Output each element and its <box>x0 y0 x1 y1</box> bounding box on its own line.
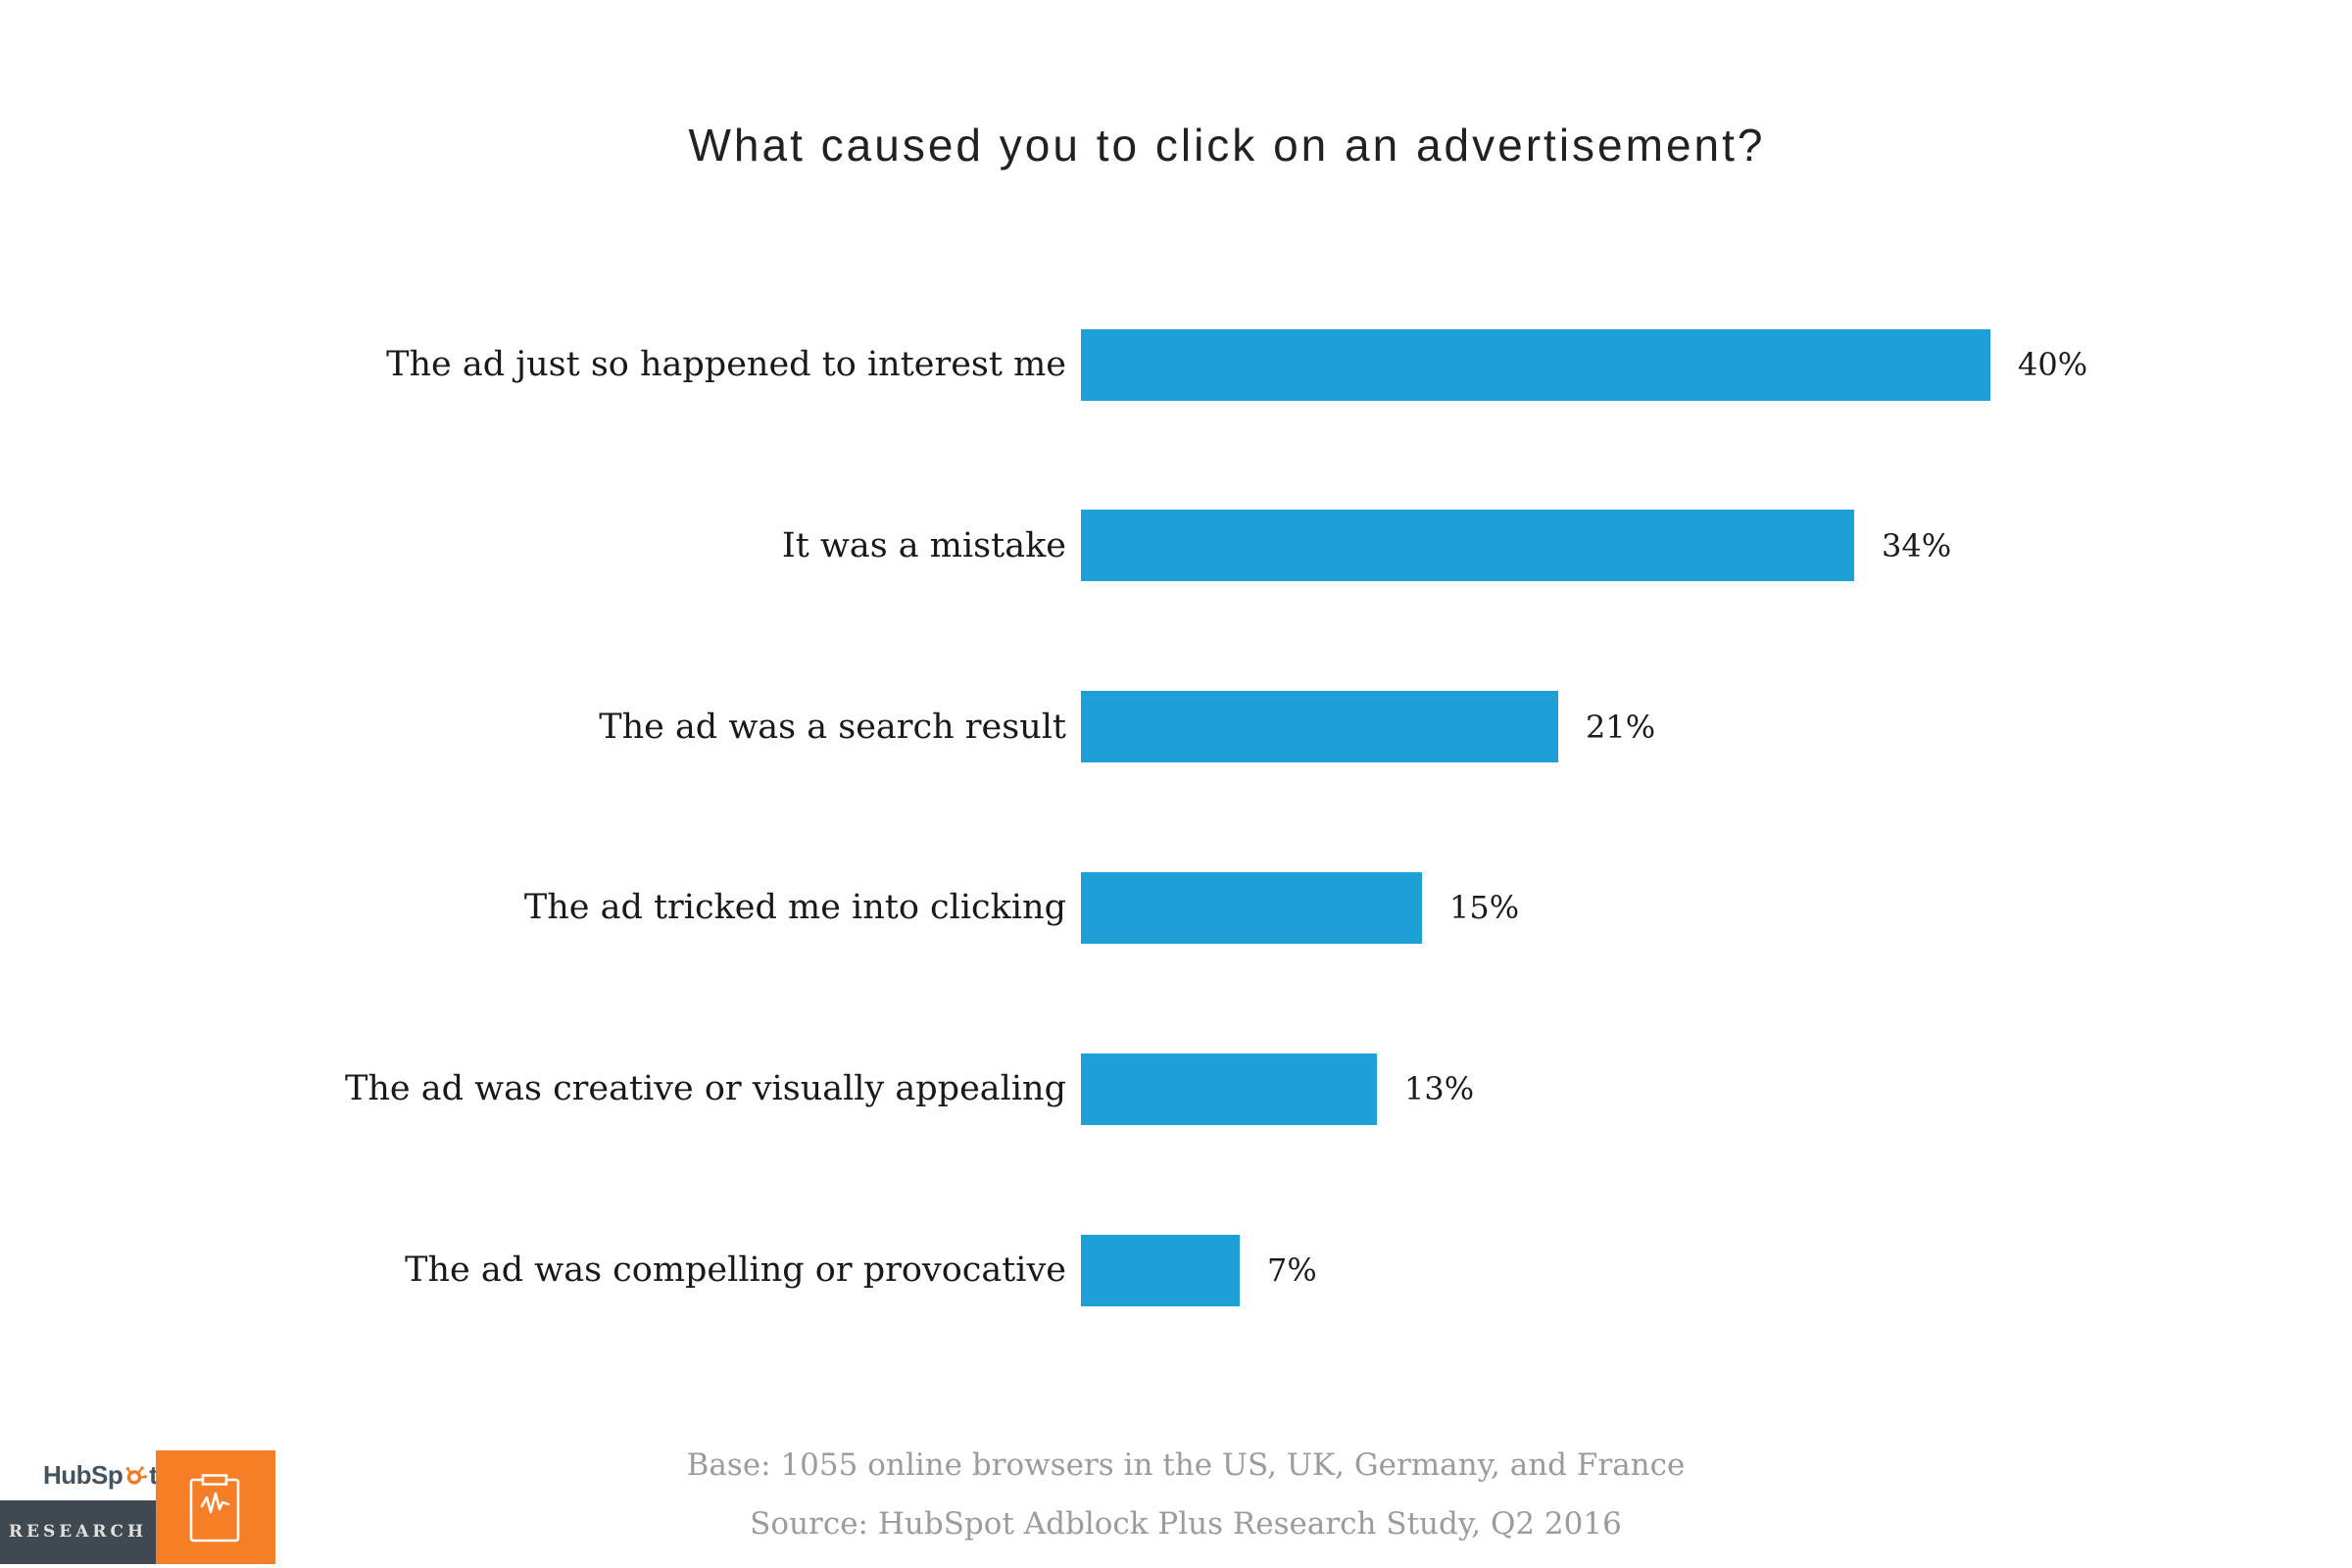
research-label: RESEARCH <box>8 1522 148 1542</box>
bar-category-label: The ad was compelling or provocative <box>405 1250 1066 1290</box>
bar-category-label: The ad was a search result <box>599 707 1066 747</box>
bar-value-label: 15% <box>1449 889 1520 927</box>
bar-row: It was a mistake 34% <box>0 510 2352 582</box>
wordmark-prefix: HubSp <box>43 1460 123 1490</box>
chart-title: What caused you to click on an advertise… <box>688 120 1766 171</box>
bar-row: The ad just so happened to interest me 40… <box>0 328 2352 401</box>
bar <box>1081 510 1854 582</box>
bar-row: The ad was a search result 21% <box>0 691 2352 763</box>
bar <box>1081 691 1558 763</box>
brand-tile <box>156 1450 275 1564</box>
bar-value-label: 7% <box>1267 1251 1317 1289</box>
research-box: RESEARCH <box>0 1500 156 1564</box>
bar <box>1081 1053 1377 1125</box>
bar-row: The ad tricked me into clicking 15% <box>0 871 2352 944</box>
bar <box>1081 1234 1240 1306</box>
hubspot-sprocket-icon <box>125 1466 148 1485</box>
bar-row: The ad was compelling or provocative 7% <box>0 1234 2352 1306</box>
bar-value-label: 21% <box>1586 708 1656 746</box>
base-note: Base: 1055 online browsers in the US, UK… <box>686 1447 1686 1483</box>
bar <box>1081 328 1990 401</box>
bar-category-label: The ad just so happened to interest me <box>386 345 1066 384</box>
bar-category-label: The ad was creative or visually appealin… <box>345 1069 1066 1109</box>
bar-row: The ad was creative or visually appealin… <box>0 1053 2352 1125</box>
source-note: Source: HubSpot Adblock Plus Research St… <box>750 1506 1622 1542</box>
wordmark-suffix: t <box>149 1460 158 1490</box>
hubspot-wordmark: HubSp t <box>43 1460 158 1491</box>
bar-category-label: It was a mistake <box>781 525 1066 565</box>
bar-value-label: 40% <box>2018 346 2088 383</box>
bar <box>1081 871 1422 944</box>
bar-value-label: 34% <box>1882 526 1952 564</box>
bar-value-label: 13% <box>1404 1070 1475 1108</box>
bar-category-label: The ad tricked me into clicking <box>523 888 1066 928</box>
clipboard-pulse-icon <box>189 1474 240 1543</box>
